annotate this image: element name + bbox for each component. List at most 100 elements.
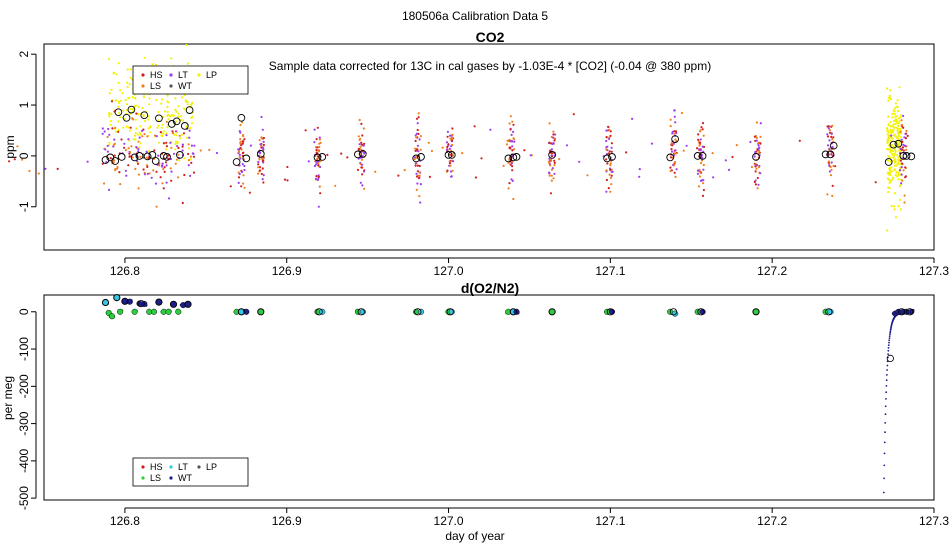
co2-point-lp: [180, 96, 184, 99]
co2-point-ls: [189, 155, 192, 158]
co2-point-lp: [124, 99, 127, 102]
co2-point-lt: [673, 109, 676, 112]
co2-point-lp: [899, 135, 902, 139]
co2-point-ls: [700, 159, 704, 162]
co2-point-ls: [702, 163, 705, 167]
co2-point-hs: [123, 146, 126, 149]
co2-point-hs: [183, 173, 186, 177]
co2-point-lt: [262, 146, 265, 149]
co2-point-lt: [241, 163, 244, 166]
co2-point-lt: [900, 173, 903, 176]
co2-point-lt: [446, 130, 449, 133]
co2-cal-mean-marker: [671, 135, 679, 143]
o2n2-cal-mean-marker: [414, 308, 422, 316]
co2-point-hs: [669, 156, 673, 159]
co2-point-ls: [672, 164, 676, 167]
co2-cal-mean-marker: [902, 152, 911, 160]
co2-point-hs: [356, 168, 360, 171]
co2-point-lp: [890, 204, 893, 208]
co2-point-lp: [889, 98, 893, 101]
co2-point-lp: [143, 119, 147, 123]
co2-point-lp: [117, 62, 120, 65]
co2-point-lt: [510, 140, 513, 143]
co2-point-ls: [608, 173, 611, 176]
co2-point-hs: [162, 142, 165, 145]
co2-point-lp: [897, 173, 900, 176]
co2-point-ls: [357, 135, 360, 138]
co2-point-lt: [261, 178, 264, 181]
co2-point-lp: [191, 102, 194, 105]
co2-point-lt: [137, 150, 140, 153]
co2-point-hs: [147, 157, 150, 160]
o2n2-cal-mean-marker: [509, 308, 517, 316]
co2-point-lp: [892, 129, 895, 132]
co2-point-lt: [262, 148, 265, 151]
co2-point-lt: [237, 181, 240, 184]
co2-point-lp: [897, 171, 900, 174]
co2-point-lt: [187, 164, 190, 167]
o2n2-transient-point: [886, 374, 888, 376]
co2-point-ls: [548, 161, 551, 165]
co2-point-ls: [507, 161, 510, 164]
co2-point-lp: [129, 76, 132, 79]
co2-point-lp: [188, 127, 191, 130]
co2-point-ls: [502, 164, 505, 167]
co2-point-hs: [136, 162, 140, 165]
co2-point-lp: [123, 117, 126, 120]
co2-cal-mean-marker: [447, 151, 456, 159]
co2-point-ls: [452, 152, 455, 155]
co2-point-ls: [415, 136, 418, 139]
co2-point-lp: [892, 109, 895, 112]
o2n2-cal-point-wt: [184, 301, 192, 308]
co2-point-hs: [700, 126, 703, 129]
co2-point-lt: [313, 141, 316, 144]
co2-point-lp: [157, 119, 160, 122]
co2-point-ls: [178, 134, 181, 137]
co2-point-ls: [711, 152, 714, 155]
co2-point-lt: [362, 170, 366, 173]
co2-point-hs: [754, 183, 758, 186]
co2-point-hs: [906, 134, 909, 137]
co2-point-lp: [166, 94, 169, 97]
co2-point-lp: [889, 89, 892, 92]
co2-point-lt: [826, 133, 829, 136]
co2-point-lp: [174, 97, 177, 100]
co2-point-lp: [888, 173, 891, 176]
co2-point-ls: [699, 129, 702, 132]
o2n2-legend: HS LS LT WT LP: [132, 457, 249, 487]
co2-point-lt: [419, 201, 422, 204]
co2-point-lp: [897, 178, 900, 181]
co2-point-ls: [609, 176, 613, 179]
co2-point-lp: [892, 134, 896, 137]
o2n2-cal-mean-marker: [697, 308, 705, 316]
co2-point-ls: [112, 159, 115, 162]
co2-point-hs: [549, 192, 553, 195]
co2-point-hs: [181, 201, 184, 205]
o2n2-cal-point-ls: [131, 308, 138, 315]
co2-point-lp: [889, 128, 892, 131]
co2-point-lt: [174, 130, 178, 133]
co2-cal-mean-marker: [829, 141, 838, 150]
co2-point-ls: [415, 188, 418, 191]
co2-point-hs: [508, 146, 511, 149]
co2-point-hs: [417, 116, 420, 119]
co2-point-hs: [450, 139, 453, 142]
co2-cal-mean-marker: [698, 152, 707, 160]
co2-point-lp: [894, 148, 897, 151]
co2-point-lt: [610, 146, 613, 149]
co2-point-lt: [578, 160, 581, 163]
co2-point-ls: [359, 145, 362, 148]
x-tick-label: 127.1: [595, 264, 625, 278]
co2-point-ls: [899, 130, 902, 133]
co2-point-lt: [511, 179, 514, 182]
co2-point-lt: [262, 140, 265, 143]
co2-point-lt: [165, 164, 168, 167]
x-tick-label: 127.3: [919, 514, 949, 528]
co2-point-hs: [159, 176, 162, 179]
co2-point-lt: [165, 181, 168, 184]
co2-point-hs: [110, 100, 114, 103]
co2-point-hs: [192, 171, 196, 174]
co2-point-hs: [416, 164, 419, 167]
co2-point-lp: [189, 158, 192, 161]
o2n2-cal-mean-marker: [169, 300, 178, 308]
